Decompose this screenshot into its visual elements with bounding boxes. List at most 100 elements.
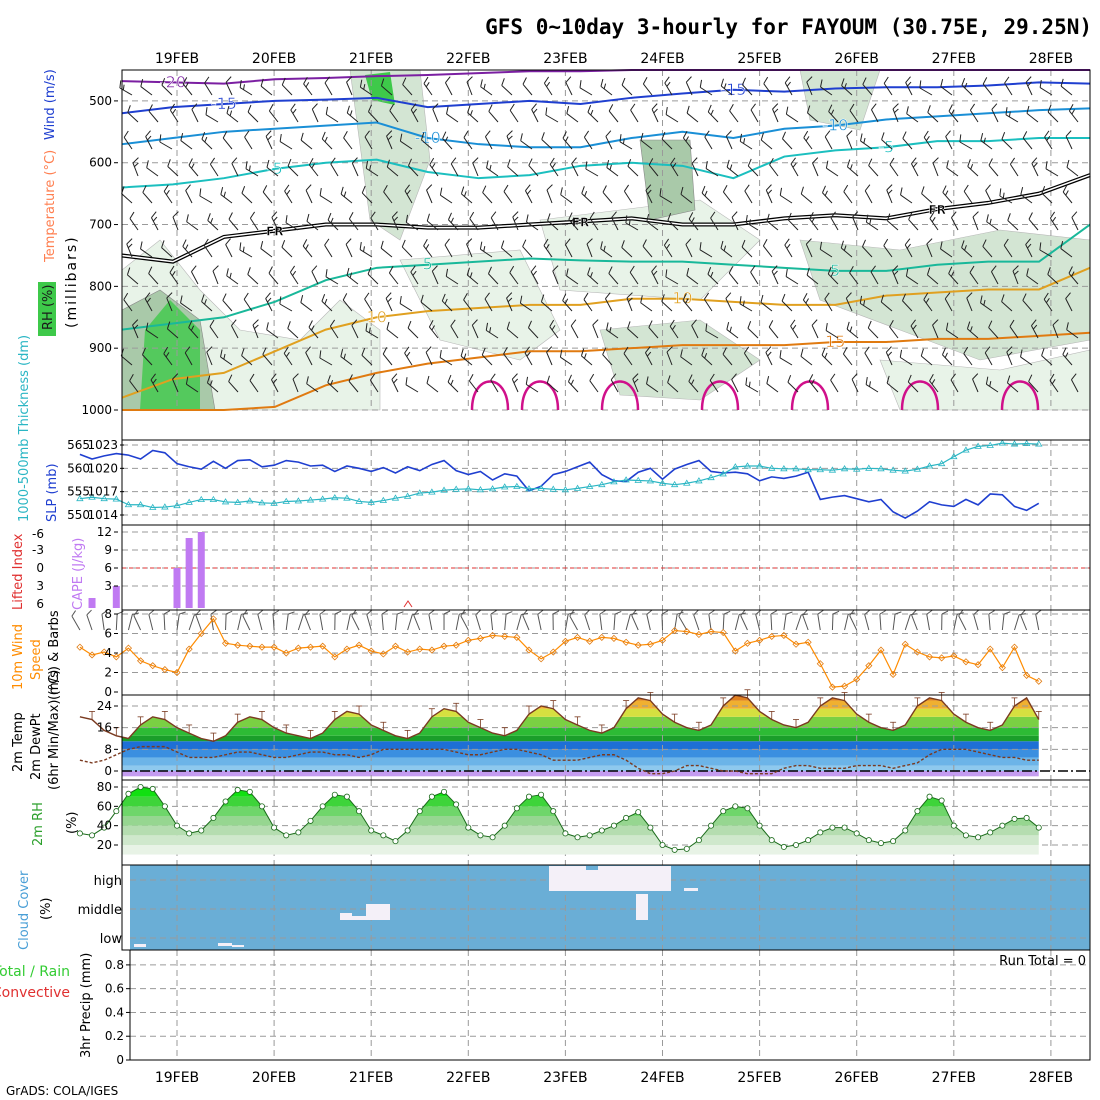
wind-barb-flag (243, 84, 245, 90)
wind-barb-staff (161, 84, 173, 96)
wind-barb (546, 346, 553, 366)
wind-barb (380, 240, 393, 258)
wind-barb-flag (886, 213, 891, 221)
wind-barb-flag (963, 184, 969, 192)
rh-marker (477, 832, 484, 839)
wind-barb-flag (1041, 348, 1045, 356)
wind-barb-flag (1007, 213, 1011, 221)
wind-barb (731, 373, 739, 393)
wind-barb-staff (906, 113, 919, 123)
wind-barb (570, 319, 579, 339)
wind-barb (1052, 319, 1059, 339)
wind-barb (959, 134, 973, 150)
wind-barb-flag (268, 104, 274, 112)
wind-barb-staff (1022, 137, 1033, 150)
wind-barb (817, 609, 824, 631)
wind-barb-flag (849, 164, 853, 170)
wind-barb-flag (423, 238, 428, 247)
wind-barb-flag (207, 213, 211, 221)
wind-barb (741, 77, 753, 96)
wind-barb (941, 610, 949, 631)
rh-marker (271, 824, 278, 831)
wind-barb-flag (167, 159, 171, 167)
wind-barb (206, 346, 213, 366)
wind-barb-flag (481, 347, 486, 356)
wind-barb-staff (546, 189, 553, 204)
wind-barb-staff (802, 299, 813, 312)
thickness-marker (367, 498, 375, 505)
wind-barb-staff (311, 271, 319, 285)
wind-barb (428, 609, 435, 631)
wind-barb-staff (782, 138, 793, 150)
wind-barb-staff (405, 384, 419, 393)
wind-barb (583, 130, 593, 150)
wind-barb-flag (750, 103, 756, 111)
wind-barb (423, 76, 433, 96)
rh-marker (962, 832, 969, 839)
wind-barb-flag (370, 211, 376, 219)
wind-barb (846, 321, 859, 339)
wind-barb (944, 292, 953, 312)
wind-barb (209, 157, 219, 177)
wind-barb-flag (393, 216, 399, 222)
wind-barb-flag (228, 212, 233, 220)
wind-barb-flag (441, 293, 446, 302)
wind-barb-staff (669, 326, 679, 339)
wind-barb-staff (279, 141, 293, 150)
wind-speed-marker (258, 643, 266, 651)
wind-barb (806, 105, 819, 123)
wind-barb-flag (830, 211, 836, 219)
wind-barb (431, 265, 439, 285)
wind-speed-marker (731, 647, 739, 655)
wind-barb (963, 346, 973, 366)
rh-marker (465, 824, 472, 831)
temp-band (122, 741, 1039, 750)
temp-band (122, 735, 1039, 742)
wind-barb-staff (709, 380, 719, 393)
rh-marker (1011, 815, 1018, 822)
wind-barb (621, 240, 633, 258)
wind-barb-staff (207, 220, 219, 231)
wind-barb-flag (811, 319, 818, 326)
wind-barb (648, 158, 659, 177)
wind-barb-flag (671, 324, 676, 330)
wind-barb-staff (800, 193, 813, 204)
wind-barb (969, 103, 979, 123)
axis-tick-label: 60 (97, 799, 112, 813)
wind-barb-staff (242, 615, 251, 631)
wind-barb-flag (633, 378, 639, 384)
wind-barb (1068, 104, 1079, 123)
wind-barb-flag (351, 610, 357, 617)
wind-barb-flag (678, 610, 683, 617)
wind-barb-staff (480, 86, 493, 96)
wind-barb-flag (148, 104, 153, 112)
wind-barb (766, 376, 779, 393)
wind-barb-flag (292, 270, 297, 276)
wind-barb-flag (972, 373, 979, 380)
isotherm-line (122, 331, 1091, 411)
wind-barb (520, 133, 533, 150)
wind-barb (932, 319, 939, 339)
wind-barb-staff (262, 354, 273, 366)
wind-barb-staff (506, 297, 513, 312)
cloud-block (366, 904, 390, 920)
wind-barb-staff (674, 614, 678, 631)
wind-barb (632, 373, 639, 393)
wind-barb-flag (564, 298, 569, 304)
wind-barb (899, 349, 913, 366)
wind-barb-flag (825, 322, 828, 331)
wind-barb-staff (560, 356, 573, 366)
wind-barb-flag (1066, 159, 1070, 168)
wind-barb-staff (101, 614, 105, 631)
cloud-unit: (%) (39, 898, 54, 921)
wind-barb (140, 241, 153, 258)
wind-barb-staff (308, 326, 319, 339)
wind-barb-staff (230, 325, 239, 339)
wind-barb (785, 268, 799, 285)
wind-barb-staff (963, 353, 973, 366)
wind-speed-marker (197, 629, 205, 638)
axis-tick-label: 1000 (81, 403, 112, 417)
wind-barb-flag (346, 76, 353, 83)
wind-barb (811, 319, 819, 339)
wind-barb (132, 319, 139, 339)
